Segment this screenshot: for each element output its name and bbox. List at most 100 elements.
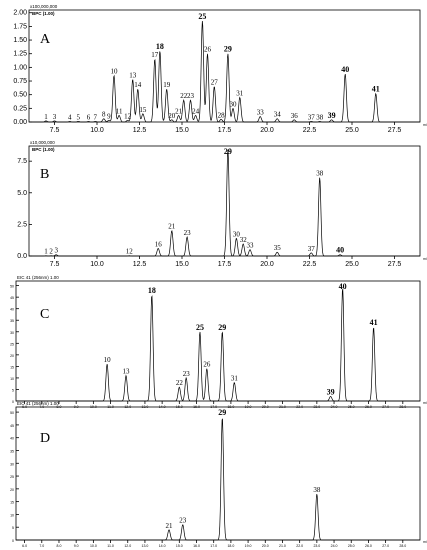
peak-label: 39: [327, 387, 335, 396]
x-tick-label: 22.5: [303, 127, 317, 134]
peak-label: 40: [336, 246, 344, 255]
peak-label: 29: [224, 45, 232, 54]
peak-label: 40: [341, 65, 349, 74]
x-tick-label: 23.0: [313, 544, 320, 548]
peak-label: 16: [155, 240, 163, 248]
x-tick-label: 6.0: [22, 544, 27, 548]
peak-label: 38: [316, 113, 324, 121]
peak-label: 15: [139, 106, 147, 114]
peak-label: 21: [175, 107, 183, 115]
x-tick-label: 17.5: [218, 127, 232, 134]
x-tick-label: 20.0: [262, 544, 269, 548]
peak-label: 19: [163, 81, 171, 89]
x-tick-label: 16.0: [193, 544, 200, 548]
x-tick-label: 17.5: [218, 261, 232, 268]
peak-label: 1: [44, 113, 48, 121]
peak-label: 32: [240, 236, 248, 244]
y-tick-label: 40: [10, 308, 14, 312]
chromatogram-trace: [16, 288, 420, 402]
peak-label: 26: [204, 46, 212, 54]
peak-label: 17: [151, 51, 159, 59]
y-tick-label: 5: [12, 388, 14, 392]
y-tick-label: 1.50: [13, 37, 27, 44]
y-tick-label: 0.0: [17, 253, 27, 260]
y-tick-label: 25: [10, 475, 14, 479]
scale-label: EIC 41 (256nm) 1.00: [17, 401, 59, 406]
x-tick-label: 15.0: [176, 544, 183, 548]
peak-label: 23: [179, 517, 187, 525]
x-tick-label: 12.5: [133, 261, 147, 268]
peak-label: 14: [134, 81, 142, 89]
peak-label: 29: [224, 147, 232, 156]
x-tick-label: 18.0: [227, 544, 234, 548]
x-tick-label: 11.0: [107, 544, 114, 548]
peak-label: 10: [111, 68, 119, 76]
peak-label: 21: [168, 223, 176, 231]
x-tick-label: 7.5: [50, 261, 60, 268]
y-tick-label: 1.00: [13, 64, 27, 71]
x-unit-label: min: [423, 257, 427, 261]
peak-label: 38: [316, 170, 324, 178]
peak-label: 38: [313, 486, 321, 494]
y-tick-label: 7.5: [17, 158, 27, 165]
plot-frame: [15, 280, 421, 402]
peak-label: 21: [166, 522, 174, 530]
peak-label: 5: [77, 113, 81, 121]
y-tick-label: 5: [12, 526, 14, 530]
peak-label: 8: [102, 111, 106, 119]
panel-C: EIC 41 (256nm) 1.00 C 0 5 10 15 20 25 30 35 40 45 50…: [10, 275, 427, 409]
y-tick-label: 0.25: [13, 105, 27, 112]
peak-label: 23: [183, 370, 191, 378]
y-tick-label: 25: [10, 342, 14, 346]
x-tick-label: 21.0: [279, 544, 286, 548]
peak-label: 39: [328, 111, 336, 120]
x-tick-label: 10.0: [90, 261, 104, 268]
panel-B: x10,000,000 BPC (1.00) B 0.0 2.5 5.0 7.5 7.5 10.…: [17, 140, 427, 268]
x-tick-label: 15.0: [175, 127, 189, 134]
peak-label: 35: [274, 244, 282, 252]
peak-label: 36: [291, 112, 299, 120]
peak-label: 12: [126, 248, 134, 256]
peak-label: 18: [156, 42, 164, 51]
y-tick-label: 0.50: [13, 92, 27, 99]
peak-label: 22: [180, 92, 188, 100]
peak-label: 23: [184, 229, 192, 237]
x-tick-label: 9.0: [74, 544, 79, 548]
y-tick-label: 0.00: [13, 119, 27, 126]
peak-label: 4: [68, 113, 72, 121]
scale-label: EIC 41 (256nm) 1.00: [17, 275, 59, 280]
peak-label: 29: [218, 408, 226, 417]
y-tick-label: 30: [10, 462, 14, 466]
peak-label: 11: [116, 107, 123, 115]
peak-label: 29: [218, 323, 226, 332]
peak-label: 7: [94, 113, 98, 121]
x-unit-label: min: [423, 401, 427, 405]
y-axis-label: BPC (1.00): [32, 147, 55, 152]
x-tick-label: 27.5: [388, 261, 402, 268]
peak-label: 9: [107, 112, 111, 120]
peak-label: 41: [370, 318, 378, 327]
x-tick-label: 27.5: [388, 127, 402, 134]
x-tick-label: 25.0: [348, 544, 355, 548]
peak-label: 22: [176, 379, 184, 387]
y-tick-label: 45: [10, 296, 14, 300]
panel-A: x100,000,000 BPC (1.00) A 0.00 0.25 0.50 0.75 1…: [13, 4, 427, 134]
peak-label: 23: [187, 92, 195, 100]
peak-label: 31: [236, 89, 244, 97]
peak-label: 18: [148, 286, 156, 295]
peak-label: 13: [129, 71, 137, 79]
x-tick-label: 20.0: [260, 127, 274, 134]
peak-label: 25: [198, 12, 206, 21]
x-unit-label: min: [423, 540, 427, 544]
x-tick-label: 22.5: [303, 261, 317, 268]
peak-label: 37: [308, 245, 316, 253]
x-tick-label: 28.0: [399, 544, 406, 548]
peak-label: 24: [192, 107, 200, 115]
x-tick-label: 8.0: [57, 544, 62, 548]
peak-label: 27: [211, 78, 219, 86]
x-tick-label: 25.0: [345, 261, 359, 268]
peak-label: 37: [308, 113, 316, 121]
panel-letter: B: [40, 167, 49, 182]
peak-label: 20: [168, 112, 176, 120]
y-tick-label: 15: [10, 365, 14, 369]
